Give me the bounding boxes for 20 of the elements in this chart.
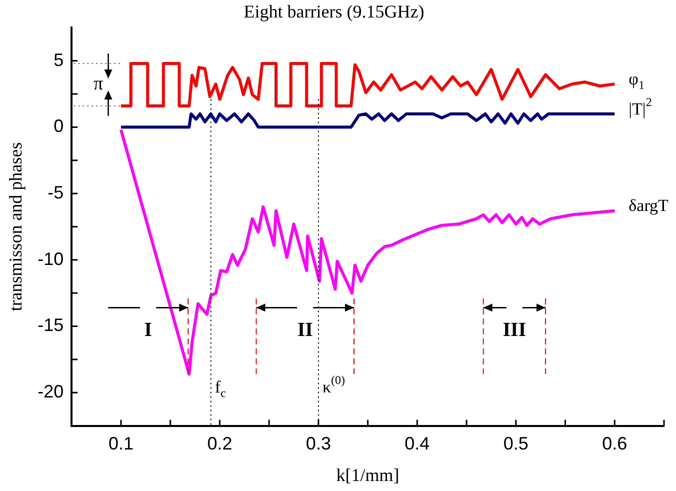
y-tick-label: 0 (54, 116, 64, 136)
y-tick-label: 5 (54, 50, 64, 70)
x-tick-label: 0.4 (404, 434, 430, 454)
y-tick-label: -15 (38, 315, 64, 336)
annotation: II (297, 318, 314, 341)
x-tick-label: 0.6 (602, 434, 628, 454)
x-tick-label: 0.1 (108, 434, 134, 454)
annotation: I (144, 318, 152, 341)
x-tick-label: 0.5 (503, 434, 528, 454)
y-tick-label: -5 (48, 182, 64, 202)
chart-title: Eight barriers (9.15GHz) (244, 2, 424, 22)
x-tick-label: 0.2 (207, 434, 232, 454)
y-axis-title: transmisson and phases (6, 142, 26, 312)
annotation: III (502, 318, 526, 341)
y-tick-label: -20 (38, 382, 64, 402)
series-label: δargT (628, 196, 670, 216)
x-tick-label: 0.3 (306, 434, 331, 454)
y-tick-label: -10 (38, 248, 64, 269)
annotation: π (93, 74, 104, 95)
x-axis-title: k[1/mm] (336, 464, 400, 485)
